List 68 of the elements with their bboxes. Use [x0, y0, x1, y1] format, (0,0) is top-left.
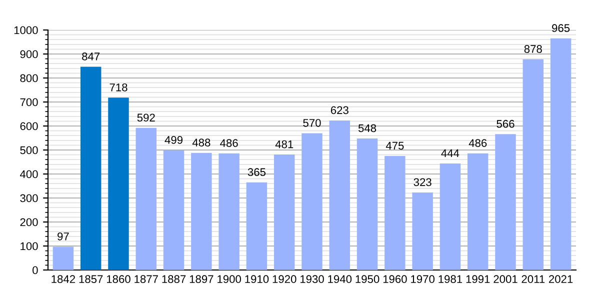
- bar: [52, 246, 74, 270]
- bar: [163, 150, 184, 270]
- bar: [329, 120, 350, 270]
- data-label: 623: [330, 106, 348, 114]
- y-tick-label: 800: [20, 74, 38, 82]
- y-tick-label: 1000: [14, 26, 38, 34]
- bar: [412, 192, 433, 270]
- x-tick-label: 1857: [79, 275, 103, 284]
- x-tick-label: 1897: [190, 275, 214, 284]
- x-tick-label: 1842: [52, 275, 76, 284]
- bar: [136, 128, 157, 270]
- x-tick-label: 1970: [411, 275, 434, 284]
- x-tick-label: 1991: [466, 275, 490, 284]
- data-label: 499: [164, 136, 183, 144]
- x-tick-label: 1900: [218, 275, 241, 284]
- x-tick-label: 2001: [494, 275, 518, 284]
- x-tick-label: 1877: [134, 275, 158, 284]
- data-label: 592: [137, 114, 155, 122]
- data-label: 481: [275, 140, 294, 148]
- bar: [384, 156, 406, 270]
- data-label: 97: [58, 232, 69, 240]
- y-tick-label: 200: [20, 218, 38, 226]
- x-tick-label: 2011: [522, 275, 545, 284]
- y-tick-label: 500: [20, 146, 38, 154]
- y-tick-label: 400: [20, 170, 38, 178]
- x-tick-label: 1960: [383, 275, 407, 284]
- bar: [550, 38, 572, 270]
- x-tick-label: 1920: [272, 275, 296, 284]
- data-label: 847: [82, 52, 100, 60]
- data-label: 486: [468, 139, 487, 147]
- data-label: 878: [524, 45, 542, 53]
- bar: [522, 59, 544, 270]
- bar: [80, 66, 102, 270]
- data-label: 486: [220, 139, 238, 147]
- x-tick-label: 1981: [438, 275, 462, 284]
- x-tick-label: 1940: [328, 275, 352, 284]
- x-tick-label: 1860: [106, 275, 130, 284]
- data-label: 365: [248, 168, 266, 176]
- bar: [440, 163, 461, 270]
- bar: [467, 153, 488, 270]
- y-tick-label: 0: [32, 266, 38, 274]
- bar: [191, 152, 212, 270]
- bar: [356, 138, 378, 270]
- y-tick-label: 700: [20, 98, 38, 106]
- bar: [274, 154, 295, 270]
- y-tick-label: 600: [20, 122, 38, 130]
- data-label: 570: [303, 118, 321, 127]
- y-tick-label: 300: [20, 194, 38, 202]
- x-tick-label: 1930: [300, 275, 324, 284]
- x-tick-label: 2021: [548, 275, 573, 284]
- x-tick-label: 1887: [162, 275, 186, 284]
- bar: [246, 182, 268, 270]
- x-tick-label: 1910: [245, 275, 269, 284]
- bar: [302, 133, 322, 270]
- data-label: 475: [386, 142, 404, 150]
- data-label: 323: [414, 178, 432, 186]
- bar: [495, 134, 516, 270]
- y-tick-label: 900: [20, 50, 38, 58]
- y-tick-label: 100: [20, 242, 38, 250]
- data-label: 965: [552, 24, 570, 32]
- bar: [218, 153, 240, 270]
- data-label: 566: [496, 120, 514, 128]
- data-label: 718: [110, 83, 128, 92]
- data-label: 488: [192, 138, 210, 147]
- x-tick-label: 1950: [356, 275, 380, 284]
- data-label: 444: [441, 149, 460, 157]
- bar: [108, 98, 129, 270]
- data-label: 548: [358, 124, 376, 132]
